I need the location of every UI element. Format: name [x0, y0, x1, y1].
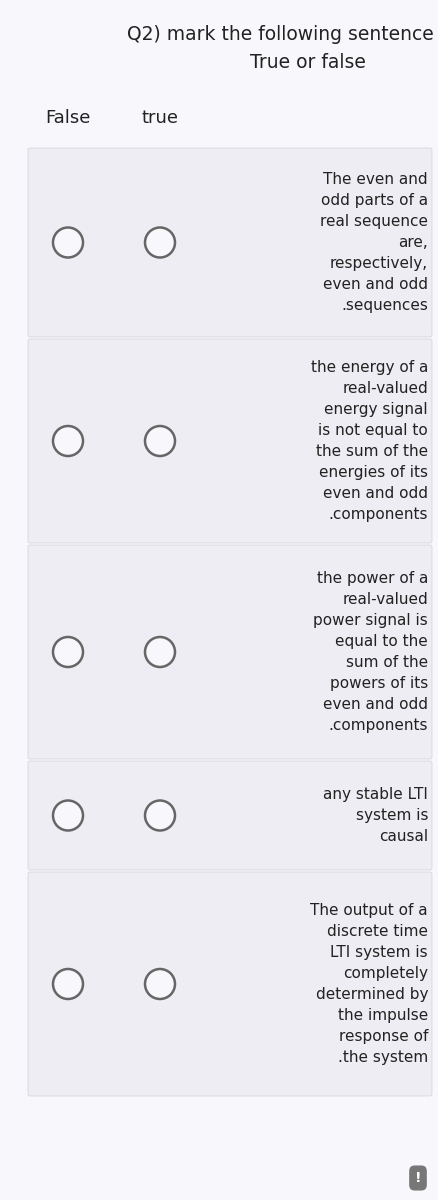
FancyBboxPatch shape — [28, 761, 432, 870]
Text: True or false: True or false — [250, 54, 366, 72]
Circle shape — [53, 228, 83, 258]
Circle shape — [145, 228, 175, 258]
Circle shape — [53, 426, 83, 456]
Circle shape — [145, 970, 175, 998]
Text: the power of a
real-valued
power signal is
equal to the
sum of the
powers of its: the power of a real-valued power signal … — [313, 571, 428, 733]
Text: the energy of a
real-valued
energy signal
is not equal to
the sum of the
energie: the energy of a real-valued energy signa… — [311, 360, 428, 522]
Text: False: False — [45, 109, 91, 127]
Circle shape — [145, 637, 175, 667]
Text: !: ! — [415, 1171, 421, 1186]
Text: true: true — [141, 109, 179, 127]
Text: Q2) mark the following sentence: Q2) mark the following sentence — [127, 25, 433, 44]
Circle shape — [145, 426, 175, 456]
Text: The output of a
discrete time
LTI system is
completely
determined by
the impulse: The output of a discrete time LTI system… — [311, 902, 428, 1066]
Circle shape — [53, 970, 83, 998]
FancyBboxPatch shape — [28, 872, 432, 1096]
Text: any stable LTI
system is
causal: any stable LTI system is causal — [323, 787, 428, 844]
Circle shape — [53, 800, 83, 830]
Circle shape — [53, 637, 83, 667]
FancyBboxPatch shape — [28, 338, 432, 542]
Text: The even and
odd parts of a
real sequence
are,
respectively,
even and odd
.seque: The even and odd parts of a real sequenc… — [320, 172, 428, 313]
Circle shape — [145, 800, 175, 830]
FancyBboxPatch shape — [28, 148, 432, 337]
FancyBboxPatch shape — [28, 545, 432, 758]
